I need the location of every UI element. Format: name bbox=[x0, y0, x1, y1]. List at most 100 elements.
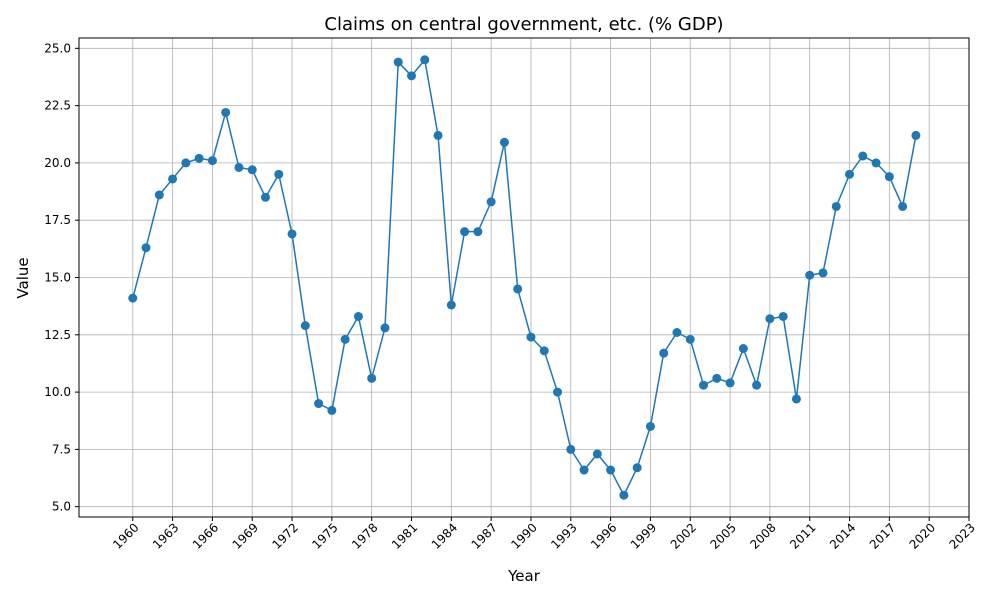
data-point bbox=[871, 158, 881, 168]
data-point bbox=[699, 380, 709, 390]
y-tick-label: 17.5 bbox=[44, 213, 71, 227]
data-point bbox=[553, 387, 563, 397]
data-point bbox=[181, 158, 191, 168]
data-point bbox=[645, 421, 655, 431]
y-tick-label: 22.5 bbox=[44, 99, 71, 113]
data-point bbox=[393, 57, 403, 67]
data-point bbox=[353, 311, 363, 321]
data-point bbox=[221, 107, 231, 117]
data-point bbox=[314, 399, 324, 409]
data-point bbox=[367, 373, 377, 383]
data-point bbox=[898, 201, 908, 211]
x-tick-label: 2008 bbox=[747, 520, 778, 551]
data-point bbox=[407, 71, 417, 81]
data-point bbox=[234, 162, 244, 172]
data-point bbox=[300, 321, 310, 331]
data-point bbox=[831, 201, 841, 211]
data-point bbox=[672, 328, 682, 338]
x-tick-label: 2017 bbox=[867, 520, 898, 551]
data-point bbox=[738, 344, 748, 354]
y-tick-label: 20.0 bbox=[44, 156, 71, 170]
data-point bbox=[446, 300, 456, 310]
data-point bbox=[327, 405, 337, 415]
chart-title: Claims on central government, etc. (% GD… bbox=[324, 14, 723, 35]
x-tick-label: 1978 bbox=[349, 520, 380, 551]
data-point bbox=[752, 380, 762, 390]
x-tick-label: 1984 bbox=[429, 520, 460, 551]
data-point bbox=[247, 165, 257, 175]
data-point bbox=[154, 190, 164, 200]
data-point bbox=[513, 284, 523, 294]
data-point bbox=[659, 348, 669, 358]
data-point bbox=[818, 268, 828, 278]
data-point bbox=[566, 444, 576, 454]
x-tick-label: 1996 bbox=[588, 520, 619, 551]
x-tick-label: 1963 bbox=[150, 520, 181, 551]
tick-layer: 1960 1963 1966 1969 1972 1975 1978 1981 1984 1987… bbox=[44, 41, 978, 552]
data-point bbox=[340, 334, 350, 344]
x-tick-label: 1987 bbox=[469, 520, 500, 551]
x-tick-label: 1975 bbox=[309, 520, 340, 551]
data-point bbox=[460, 227, 470, 237]
data-point bbox=[473, 227, 483, 237]
data-point bbox=[911, 130, 921, 140]
x-tick-label: 2014 bbox=[827, 520, 858, 551]
data-point bbox=[619, 490, 629, 500]
x-tick-label: 1966 bbox=[190, 520, 221, 551]
grid bbox=[79, 38, 970, 517]
data-point bbox=[260, 192, 270, 202]
data-point bbox=[791, 394, 801, 404]
data-point bbox=[884, 172, 894, 182]
x-tick-label: 1993 bbox=[548, 520, 579, 551]
data-point bbox=[274, 169, 284, 179]
x-tick-label: 2005 bbox=[707, 520, 738, 551]
data-point bbox=[539, 346, 549, 356]
data-point bbox=[805, 270, 815, 280]
x-tick-label: 1969 bbox=[230, 520, 261, 551]
data-point bbox=[420, 55, 430, 65]
data-point bbox=[526, 332, 536, 342]
data-point bbox=[380, 323, 390, 333]
x-axis-label: Year bbox=[507, 567, 541, 585]
data-point bbox=[141, 243, 151, 253]
data-point bbox=[168, 174, 178, 184]
x-tick-label: 1981 bbox=[389, 520, 420, 551]
data-point bbox=[194, 153, 204, 163]
x-tick-label: 1990 bbox=[508, 520, 539, 551]
data-point bbox=[287, 229, 297, 239]
x-tick-label: 1960 bbox=[110, 520, 141, 551]
data-point bbox=[685, 334, 695, 344]
data-point bbox=[579, 465, 589, 475]
y-tick-label: 12.5 bbox=[44, 328, 71, 342]
y-tick-label: 10.0 bbox=[44, 385, 71, 399]
x-tick-label: 1972 bbox=[269, 520, 300, 551]
data-point bbox=[845, 169, 855, 179]
x-tick-label: 2002 bbox=[668, 520, 699, 551]
data-point bbox=[499, 137, 509, 147]
data-point bbox=[606, 465, 616, 475]
y-tick-label: 5.0 bbox=[52, 500, 71, 514]
data-point bbox=[765, 314, 775, 324]
data-point bbox=[207, 156, 217, 166]
data-point bbox=[433, 130, 443, 140]
x-tick-label: 2020 bbox=[907, 520, 938, 551]
data-point bbox=[778, 311, 788, 321]
data-point bbox=[128, 293, 138, 303]
x-tick-label: 1999 bbox=[628, 520, 659, 551]
x-tick-label: 2011 bbox=[787, 520, 818, 551]
y-tick-label: 7.5 bbox=[52, 442, 71, 456]
x-tick-label: 2023 bbox=[946, 520, 977, 551]
data-point bbox=[725, 378, 735, 388]
series-layer bbox=[128, 55, 921, 500]
data-point bbox=[712, 373, 722, 383]
series-line bbox=[132, 58, 917, 497]
y-tick-label: 25.0 bbox=[44, 41, 71, 55]
data-point bbox=[858, 151, 868, 161]
data-point bbox=[632, 463, 642, 473]
data-point bbox=[592, 449, 602, 459]
y-tick-label: 15.0 bbox=[44, 271, 71, 285]
data-point bbox=[486, 197, 496, 207]
y-axis-label: Value bbox=[14, 257, 32, 298]
